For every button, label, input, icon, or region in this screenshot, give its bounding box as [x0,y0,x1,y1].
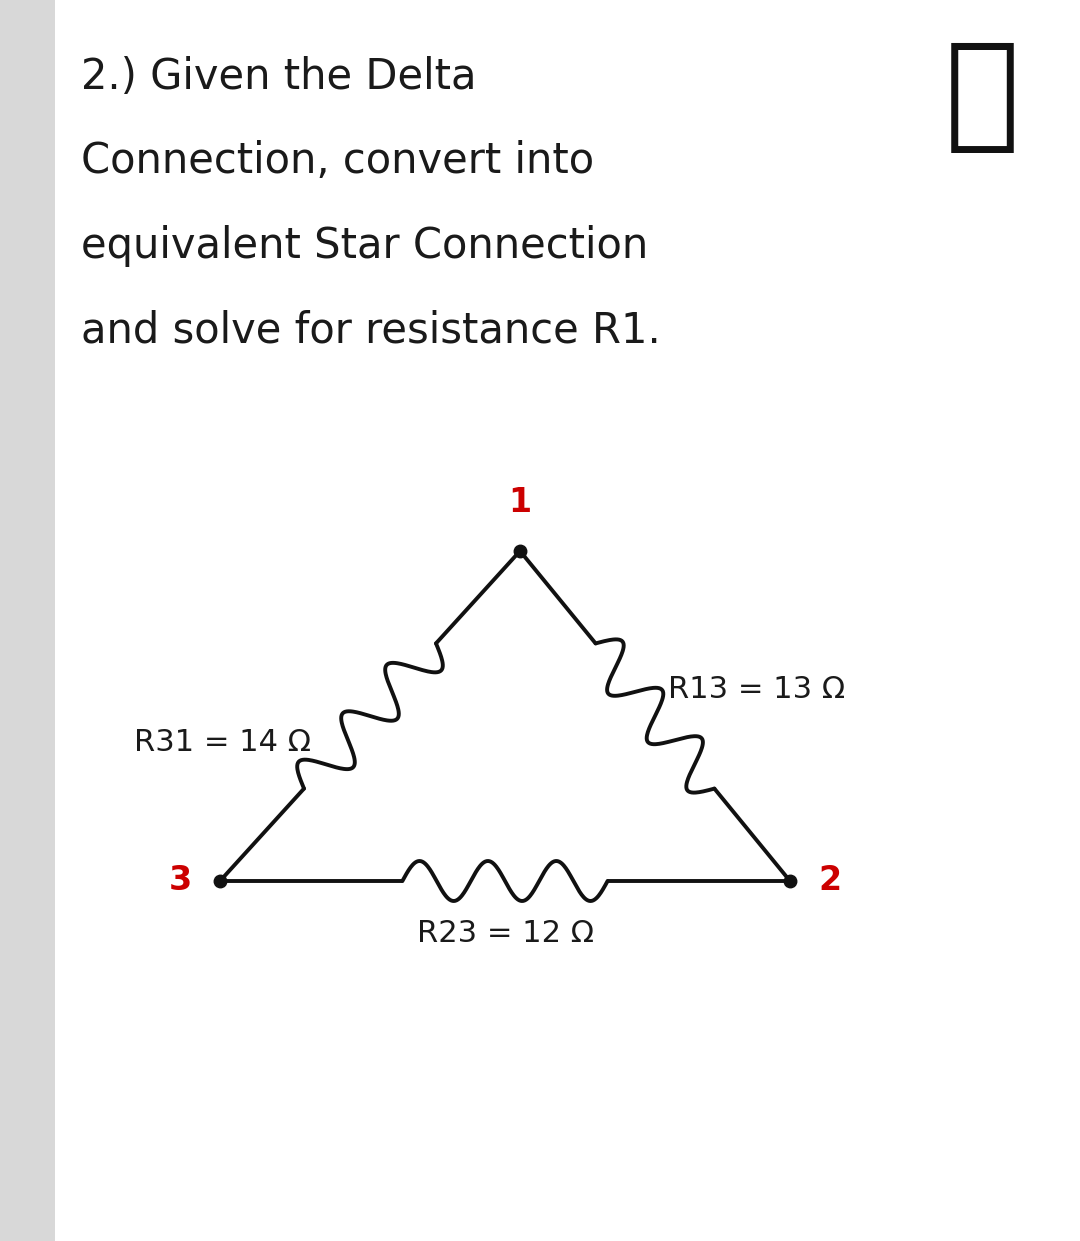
Text: Connection, convert into: Connection, convert into [81,140,594,182]
Text: equivalent Star Connection: equivalent Star Connection [81,225,648,267]
Text: 👈: 👈 [945,36,1020,158]
Text: R13 = 13 Ω: R13 = 13 Ω [669,675,846,704]
Text: 2: 2 [818,865,841,897]
Bar [0,0,55,1241]
Text: R31 = 14 Ω: R31 = 14 Ω [134,728,311,757]
Text: 2.) Given the Delta: 2.) Given the Delta [81,56,476,98]
Text: and solve for resistance R1.: and solve for resistance R1. [81,309,661,351]
Text: 1: 1 [509,486,531,519]
Text: R23 = 12 Ω: R23 = 12 Ω [417,920,594,948]
Text: 3: 3 [168,865,192,897]
